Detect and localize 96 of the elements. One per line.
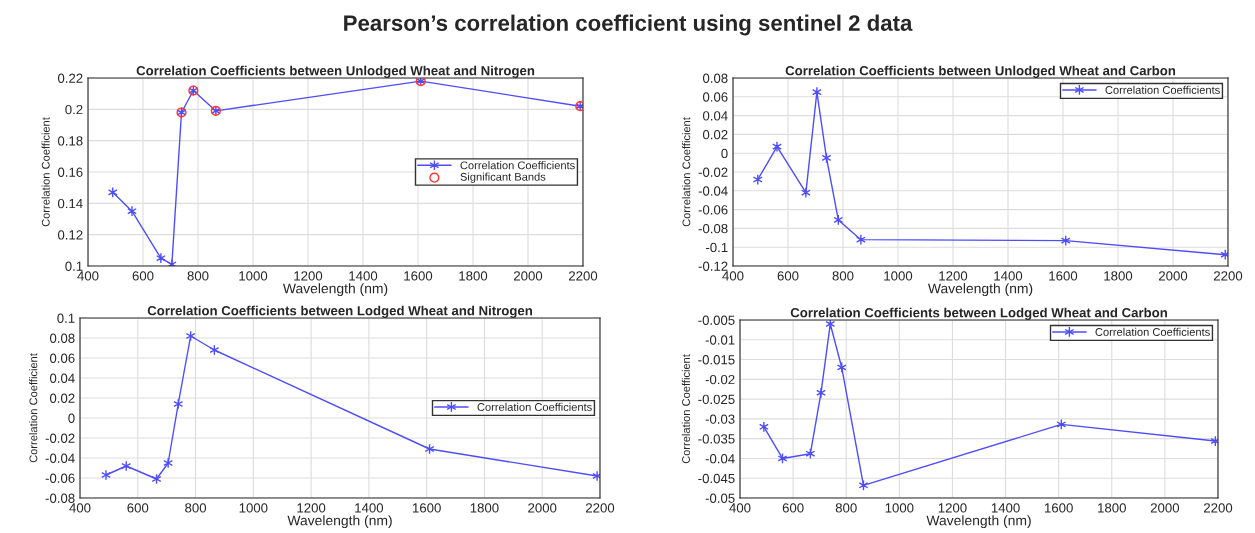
- x-axis-title: Wavelength (nm): [282, 283, 388, 297]
- y-tick-label: -0.05: [705, 493, 735, 503]
- x-tick-label: 600: [782, 503, 804, 513]
- chart-title: Correlation Coefficients between Lodged Wheat and Carbon: [790, 307, 1167, 321]
- x-tick-label: 1200: [297, 503, 326, 513]
- x-tick-label: 1600: [1045, 503, 1073, 513]
- text: Pearson’s correlation coefficient using sentinel 2 data: [344, 14, 913, 36]
- x-tick-label: 400: [69, 503, 91, 513]
- x-tick-label: 1600: [404, 271, 433, 281]
- y-tick-label: 0: [721, 148, 728, 159]
- x-tick-label: 1400: [991, 503, 1020, 513]
- y-tick-label: -0.06: [698, 205, 728, 215]
- y-axis-title: Correlation Coefficient: [41, 117, 50, 227]
- x-tick-label: 2000: [513, 271, 543, 281]
- y-tick-label: -0.04: [698, 186, 728, 196]
- x-tick-label: 1000: [239, 271, 268, 281]
- y-tick-label: -0.005: [698, 315, 735, 325]
- x-tick-label: 1800: [1104, 271, 1133, 281]
- y-tick-label: 0.06: [702, 92, 728, 102]
- y-tick-label: 0.16: [57, 167, 83, 177]
- x-tick-label: 1800: [1098, 503, 1126, 513]
- y-tick-label: 0.08: [702, 73, 728, 83]
- y-tick-label: -0.01: [705, 335, 735, 345]
- x-tick-label: 600: [777, 271, 799, 281]
- y-tick-label: 0.02: [49, 393, 75, 403]
- y-tick-label: -0.08: [45, 493, 75, 503]
- legend-label: Correlation Coefficients: [460, 161, 575, 170]
- y-tick-label: -0.12: [698, 261, 728, 271]
- y-tick-label: -0.035: [698, 434, 735, 444]
- y-tick-label: -0.08: [698, 223, 728, 234]
- x-axis-title: Wavelength (nm): [287, 515, 392, 529]
- y-tick-label: -0.02: [705, 374, 735, 385]
- x-tick-label: 2200: [585, 503, 615, 513]
- x-tick-label: 1400: [355, 503, 384, 513]
- y-axis-title: Correlation Coefficient: [681, 354, 690, 464]
- chart-title: Correlation Coefficients between Lodged Wheat and Nitrogen: [147, 305, 532, 319]
- x-axis-title: Wavelength (nm): [926, 515, 1031, 529]
- y-tick-label: 0.18: [57, 136, 83, 146]
- x-tick-label: 1600: [1049, 271, 1078, 281]
- legend-label: Correlation Coefficients: [1105, 85, 1220, 94]
- y-tick-label: 0.1: [65, 261, 83, 271]
- y-tick-label: -0.015: [698, 355, 735, 365]
- y-tick-label: 0.12: [57, 230, 83, 240]
- x-tick-label: 1000: [884, 271, 913, 281]
- y-tick-label: 0.14: [57, 198, 83, 209]
- x-tick-label: 2200: [568, 271, 598, 281]
- y-tick-label: 0: [68, 413, 75, 423]
- y-tick-label: 0.04: [49, 373, 75, 383]
- y-axis-title: Correlation Coefficient: [682, 117, 691, 227]
- legend-label: Significant Bands: [460, 172, 546, 183]
- y-axis-title: Correlation Coefficient: [29, 353, 38, 463]
- x-tick-label: 1600: [413, 503, 441, 513]
- x-tick-label: 1200: [939, 271, 968, 281]
- x-tick-label: 600: [127, 503, 149, 513]
- x-tick-label: 1800: [459, 271, 488, 281]
- y-tick-label: 0.22: [57, 73, 83, 83]
- x-tick-label: 1400: [994, 271, 1023, 281]
- x-tick-label: 2200: [1203, 503, 1233, 513]
- x-tick-label: 1800: [470, 503, 499, 513]
- x-tick-label: 2200: [1213, 271, 1243, 281]
- y-tick-label: -0.045: [698, 473, 735, 484]
- x-tick-label: 1000: [885, 503, 914, 513]
- legend-label: Correlation Coefficients: [1095, 327, 1210, 336]
- x-tick-label: 2000: [1158, 271, 1188, 281]
- x-tick-label: 1200: [938, 503, 967, 513]
- chart-title: Correlation Coefficients between Unlodged Wheat and Nitrogen: [136, 65, 535, 79]
- x-tick-label: 1200: [294, 271, 323, 281]
- x-tick-label: 800: [835, 503, 857, 513]
- y-tick-label: -0.04: [45, 453, 75, 463]
- y-tick-label: 0.04: [702, 111, 728, 121]
- y-tick-label: -0.1: [705, 242, 728, 253]
- x-tick-label: 600: [132, 271, 154, 281]
- y-tick-label: 0.08: [49, 333, 75, 343]
- legend-label: Correlation Coefficients: [477, 402, 592, 411]
- y-tick-label: 0.2: [65, 104, 83, 115]
- x-tick-label: 800: [832, 271, 854, 281]
- y-tick-label: 0.06: [49, 353, 75, 363]
- y-tick-label: -0.02: [698, 167, 728, 177]
- x-axis-title: Wavelength (nm): [927, 283, 1033, 297]
- y-tick-label: 0.1: [57, 313, 75, 323]
- x-tick-label: 1000: [239, 503, 268, 513]
- y-tick-label: -0.03: [705, 414, 735, 424]
- x-tick-label: 2000: [528, 503, 557, 513]
- x-tick-label: 400: [729, 503, 751, 513]
- chart-title: Correlation Coefficients between Unlodged Wheat and Carbon: [785, 65, 1176, 79]
- y-tick-label: -0.04: [705, 454, 735, 464]
- x-tick-label: 1400: [349, 271, 378, 281]
- y-tick-label: -0.02: [45, 433, 75, 443]
- y-tick-label: -0.025: [698, 394, 735, 405]
- y-tick-label: -0.06: [45, 473, 75, 483]
- x-tick-label: 400: [722, 271, 744, 281]
- x-tick-label: 800: [187, 271, 209, 281]
- x-tick-label: 400: [77, 271, 99, 281]
- x-tick-label: 2000: [1150, 503, 1180, 513]
- x-tick-label: 800: [185, 503, 207, 513]
- y-tick-label: 0.02: [702, 129, 728, 140]
